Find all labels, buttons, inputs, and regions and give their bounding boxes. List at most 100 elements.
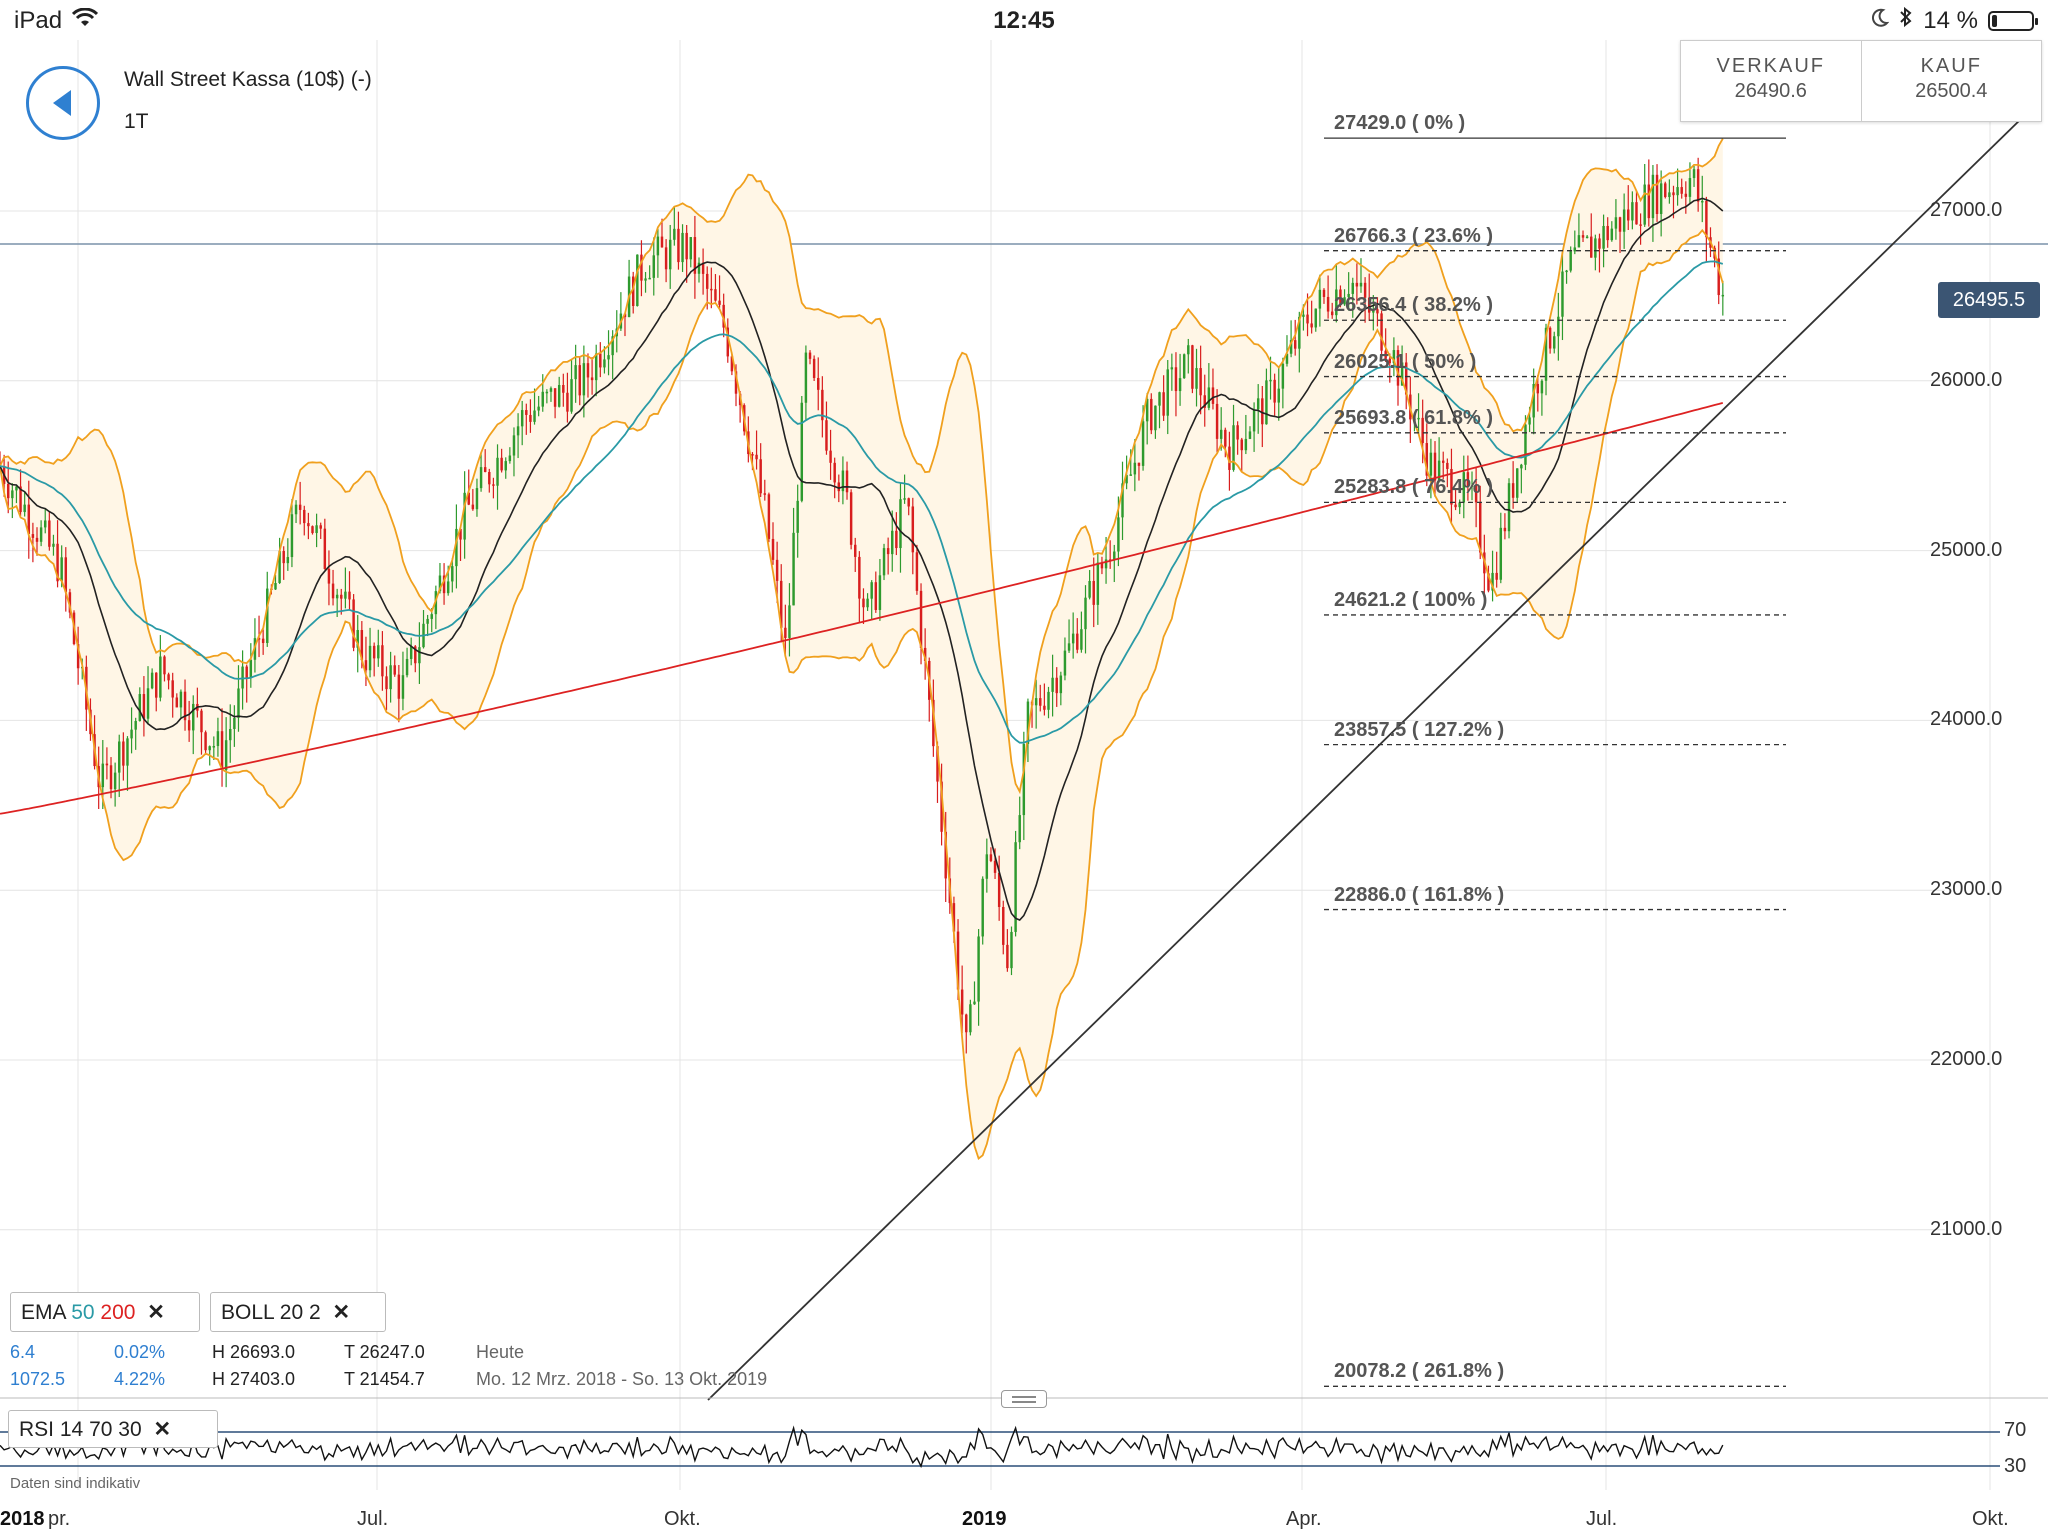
candle-body xyxy=(27,504,31,535)
close-icon[interactable]: ✕ xyxy=(153,1418,172,1441)
bollinger-middle xyxy=(0,197,1724,921)
ema-period-200: 200 xyxy=(100,1301,136,1324)
candle-body xyxy=(1043,705,1046,710)
candle-body xyxy=(965,1014,968,1033)
back-arrow-icon xyxy=(53,90,71,116)
candle-body xyxy=(1635,202,1638,225)
candle-body xyxy=(1351,282,1354,294)
candle-body xyxy=(1565,270,1568,273)
candle-body xyxy=(1215,403,1219,439)
candle-body xyxy=(348,591,351,600)
candle-body xyxy=(274,583,277,590)
candle-body xyxy=(1006,944,1009,969)
candle-body xyxy=(216,731,220,747)
ema-chip[interactable]: EMA 50 200 ✕ xyxy=(10,1292,200,1332)
candle-body xyxy=(882,548,886,576)
fibonacci-label: 23857.5 ( 127.2% ) xyxy=(1334,718,1505,741)
candle-body xyxy=(907,498,910,507)
rsi-chip[interactable]: RSI 14 70 30 ✕ xyxy=(8,1410,218,1448)
candle-body xyxy=(11,490,14,499)
candle-body xyxy=(1499,527,1503,580)
candle-body xyxy=(1182,354,1186,379)
candle-body xyxy=(784,627,787,638)
panel-resize-handle[interactable] xyxy=(1001,1390,1047,1408)
candle-body xyxy=(475,488,479,510)
low-period: T 21454.7 xyxy=(344,1369,425,1389)
candle-body xyxy=(393,665,396,675)
candle-body xyxy=(220,731,224,770)
ema-label: EMA xyxy=(21,1301,66,1324)
candle-body xyxy=(1285,353,1289,364)
timeframe-button[interactable]: 1T xyxy=(124,110,149,133)
candle-body xyxy=(1668,192,1671,198)
candle-body xyxy=(1232,425,1235,470)
candle-body xyxy=(430,614,433,619)
candle-body xyxy=(171,680,174,698)
candle-body xyxy=(1437,460,1441,481)
candle-body xyxy=(249,659,253,678)
buy-price: 26500.4 xyxy=(1915,80,1988,102)
candle-body xyxy=(1721,294,1725,297)
candle-body xyxy=(163,656,166,675)
candle-body xyxy=(1187,345,1190,355)
candle-body xyxy=(35,537,39,542)
candle-body xyxy=(1692,169,1696,179)
candle-body xyxy=(578,365,581,396)
candle-body xyxy=(1413,418,1416,421)
candle-body xyxy=(722,304,725,328)
candle-body xyxy=(767,494,771,539)
candle-body xyxy=(1310,323,1313,328)
candle-body xyxy=(352,599,355,648)
candle-body xyxy=(586,363,590,378)
close-icon[interactable]: ✕ xyxy=(332,1301,351,1324)
candle-body xyxy=(508,455,512,462)
candle-body xyxy=(1404,362,1408,395)
candle-body xyxy=(150,672,154,689)
candle-body xyxy=(167,674,170,681)
candle-body xyxy=(368,645,372,671)
candle-body xyxy=(134,720,137,730)
candle-body xyxy=(1528,417,1531,425)
candle-body xyxy=(340,594,343,599)
moon-icon xyxy=(1871,7,1890,35)
high-period: H 27403.0 xyxy=(212,1369,296,1389)
buy-button[interactable]: KAUF 26500.4 xyxy=(1860,41,2042,121)
candle-body xyxy=(866,598,869,608)
y-tick-label: 23000.0 xyxy=(1930,878,2003,901)
status-bar: iPad 12:45 14 % xyxy=(0,0,2048,42)
candle-body xyxy=(159,656,162,698)
candle-body xyxy=(1388,358,1392,364)
candle-body xyxy=(537,406,540,411)
candle-body xyxy=(529,414,532,422)
candle-body xyxy=(1569,251,1572,271)
high-today: H 26693.0 xyxy=(212,1342,296,1362)
quote-box: VERKAUF 26490.6 KAUF 26500.4 xyxy=(1680,40,2042,122)
candle-body xyxy=(516,426,520,436)
candle-body xyxy=(1256,398,1260,410)
boll-chip[interactable]: BOLL 20 2 ✕ xyxy=(210,1292,386,1332)
y-tick-label: 21000.0 xyxy=(1930,1217,2003,1240)
buy-label: KAUF xyxy=(1920,55,1982,77)
bluetooth-icon xyxy=(1899,6,1913,35)
candle-body xyxy=(512,435,516,456)
candle-body xyxy=(689,237,693,260)
candle-body xyxy=(697,262,701,274)
candle-body xyxy=(1462,472,1466,503)
candle-body xyxy=(278,550,281,584)
candle-body xyxy=(1643,184,1646,225)
close-icon[interactable]: ✕ xyxy=(147,1301,165,1324)
candle-body xyxy=(541,391,544,407)
sell-button[interactable]: VERKAUF 26490.6 xyxy=(1681,41,1861,121)
candle-body xyxy=(582,363,586,396)
range-label-today: Heute xyxy=(476,1342,525,1362)
candle-body xyxy=(1701,200,1704,203)
low-today: T 26247.0 xyxy=(344,1342,425,1362)
back-button[interactable] xyxy=(26,66,100,140)
candle-body xyxy=(1577,235,1581,248)
candle-body xyxy=(1191,345,1194,389)
candle-body xyxy=(1018,815,1021,843)
candle-body xyxy=(1705,200,1708,238)
candle-body xyxy=(118,741,121,773)
candle-body xyxy=(1672,192,1675,196)
